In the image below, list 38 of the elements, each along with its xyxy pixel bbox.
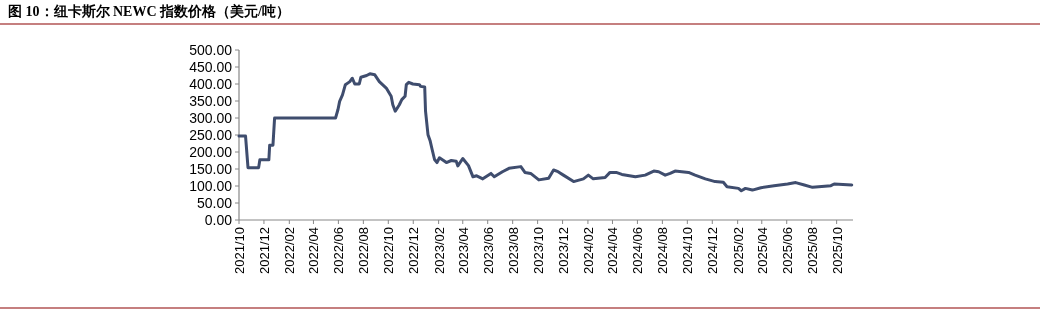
x-tick-label: 2022/06	[331, 227, 347, 274]
x-tick-label: 2024/02	[580, 227, 596, 274]
x-tick-label: 2023/06	[480, 227, 496, 274]
x-tick-label: 2025/04	[754, 227, 770, 274]
line-series	[237, 72, 854, 193]
x-tick-label: 2025/06	[779, 227, 795, 274]
y-tick-label: 0.00	[204, 212, 233, 228]
x-tick-label: 2023/02	[431, 227, 447, 274]
y-tick-label: 100.00	[189, 178, 233, 194]
x-tick-label: 2024/08	[655, 227, 671, 274]
x-tick-label: 2025/02	[730, 227, 746, 274]
y-tick-label: 200.00	[189, 144, 233, 160]
y-tick-label: 400.00	[189, 76, 233, 92]
x-tick-label: 2023/12	[555, 227, 571, 274]
y-tick-label: 250.00	[189, 127, 233, 143]
y-tick-label: 300.00	[189, 110, 233, 126]
x-tick-label: 2023/10	[530, 227, 546, 274]
x-tick-label: 2024/04	[605, 227, 621, 274]
x-tick-label: 2025/10	[829, 227, 845, 274]
x-tick-label: 2022/12	[406, 227, 422, 274]
x-tick-label: 2025/08	[804, 227, 820, 274]
x-tick-label: 2023/08	[505, 227, 521, 274]
x-tick-label: 2022/02	[282, 227, 298, 274]
x-tick-label: 2022/08	[356, 227, 372, 274]
x-tick-label: 2024/06	[630, 227, 646, 274]
chart-title: 图 10：纽卡斯尔 NEWC 指数价格（美元/吨）	[8, 3, 290, 19]
y-tick-label: 350.00	[189, 93, 233, 109]
x-tick-label: 2022/04	[306, 227, 322, 274]
y-tick-label: 450.00	[189, 59, 233, 75]
x-tick-label: 2021/12	[256, 227, 272, 274]
x-tick-label: 2024/10	[680, 227, 696, 274]
y-tick-label: 50.00	[196, 195, 233, 211]
y-tick-label: 150.00	[189, 161, 233, 177]
x-tick-label: 2023/04	[455, 227, 471, 274]
x-tick-label: 2024/12	[705, 227, 721, 274]
x-tick-label: 2022/10	[381, 227, 397, 274]
y-tick-label: 500.00	[189, 42, 233, 58]
x-tick-label: 2021/10	[232, 227, 247, 274]
